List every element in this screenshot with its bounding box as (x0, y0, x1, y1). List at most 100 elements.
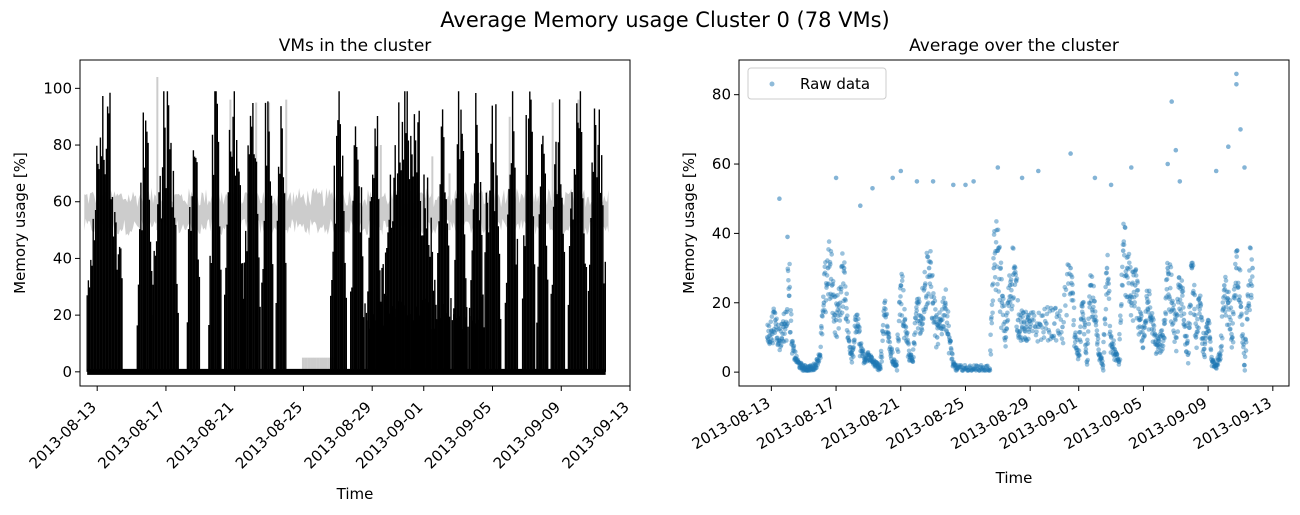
raw-data-point (938, 323, 943, 329)
raw-data-point (936, 325, 942, 330)
raw-data-point (780, 331, 785, 337)
raw-data-point (1220, 306, 1226, 312)
raw-data-point (771, 329, 776, 334)
raw-data-point (1136, 332, 1142, 337)
raw-data-point (1146, 309, 1151, 315)
raw-data-point (1170, 322, 1175, 327)
raw-data-point (966, 367, 972, 373)
raw-data-point (907, 358, 912, 363)
raw-data-point (1015, 298, 1021, 303)
raw-data-point (771, 306, 776, 312)
raw-data-point (1207, 321, 1212, 326)
right-chart-title: Average over the cluster (909, 36, 1119, 56)
raw-data-point (1007, 283, 1013, 288)
raw-data-point (1188, 310, 1193, 316)
raw-data-point (1035, 339, 1040, 344)
raw-data-point (860, 347, 866, 353)
raw-data-point (815, 362, 820, 368)
raw-data-point (920, 315, 926, 321)
raw-data-point (1024, 337, 1029, 343)
raw-data-point (1039, 313, 1044, 319)
raw-data-point (1166, 307, 1172, 312)
raw-data-point (858, 342, 863, 347)
raw-data-point (1242, 354, 1248, 360)
raw-data-point (1064, 271, 1070, 277)
left-x-axis: 2013-08-132013-08-172013-08-212013-08-25… (26, 386, 633, 472)
raw-data-point (831, 292, 836, 298)
raw-data-point (823, 309, 828, 315)
raw-data-point (1140, 329, 1145, 335)
raw-data-point (1093, 314, 1098, 319)
raw-data-point (935, 322, 940, 327)
raw-data-point (1044, 321, 1049, 326)
raw-data-point (1209, 363, 1215, 369)
raw-data-point (1235, 285, 1241, 291)
raw-data-point (900, 320, 906, 325)
raw-data-point (1105, 290, 1111, 296)
raw-data-point (1133, 273, 1139, 278)
raw-data-point (1129, 300, 1134, 306)
raw-data-point (979, 368, 985, 373)
raw-data-point (1203, 335, 1208, 341)
raw-data-point (1082, 320, 1088, 326)
raw-data-point (892, 358, 897, 363)
raw-data-point (822, 270, 828, 276)
raw-data-point (1209, 354, 1214, 360)
raw-data-point (853, 330, 858, 335)
raw-data-point (1088, 273, 1093, 278)
raw-data-point (945, 309, 951, 314)
raw-data-point (1002, 319, 1008, 325)
raw-data-point (1049, 334, 1055, 339)
raw-data-point (1179, 289, 1185, 295)
raw-data-point (1073, 334, 1079, 340)
raw-data-point (923, 281, 928, 286)
raw-data-point (861, 356, 867, 361)
raw-data-point (808, 366, 813, 372)
raw-data-point (1208, 346, 1213, 352)
raw-data-point (1189, 260, 1194, 266)
raw-data-point (805, 366, 811, 372)
raw-data-point (1125, 254, 1131, 260)
raw-data-point (824, 285, 829, 290)
raw-data-point (1128, 293, 1133, 298)
raw-data-point (869, 356, 874, 361)
raw-data-point (1045, 338, 1051, 343)
raw-data-point (1101, 368, 1106, 373)
raw-data-point (868, 355, 874, 360)
raw-data-point (817, 352, 823, 358)
raw-data-point (1203, 333, 1209, 338)
raw-data-point (793, 356, 798, 361)
raw-data-point (1171, 308, 1177, 313)
raw-data-point (1114, 352, 1120, 358)
raw-data-point (846, 337, 852, 343)
raw-data-point (781, 311, 787, 317)
raw-data-point (1156, 337, 1161, 342)
raw-data-point (832, 294, 837, 300)
raw-data-point (767, 340, 773, 345)
raw-data-point (1133, 283, 1138, 288)
raw-data-point (1226, 144, 1231, 149)
raw-data-point (1212, 358, 1217, 363)
raw-data-point (865, 351, 871, 356)
raw-data-point (1021, 310, 1026, 316)
raw-data-point (995, 281, 1000, 287)
raw-data-point (1103, 321, 1108, 327)
raw-data-point (1197, 300, 1203, 306)
raw-data-point (776, 322, 781, 328)
raw-data-point (1111, 338, 1116, 343)
raw-data-point (832, 312, 837, 317)
raw-data-point (813, 364, 818, 369)
raw-data-point (774, 327, 779, 333)
raw-data-point (1004, 326, 1009, 331)
raw-data-point (859, 346, 864, 351)
raw-data-point (1013, 277, 1019, 283)
raw-data-point (1092, 299, 1097, 304)
raw-data-point (919, 314, 924, 319)
raw-data-point (1187, 304, 1192, 310)
raw-data-point (1013, 269, 1018, 275)
raw-data-point (1052, 306, 1058, 311)
raw-data-point (1142, 325, 1148, 330)
raw-data-point (1225, 296, 1230, 301)
raw-data-point (1129, 303, 1134, 308)
